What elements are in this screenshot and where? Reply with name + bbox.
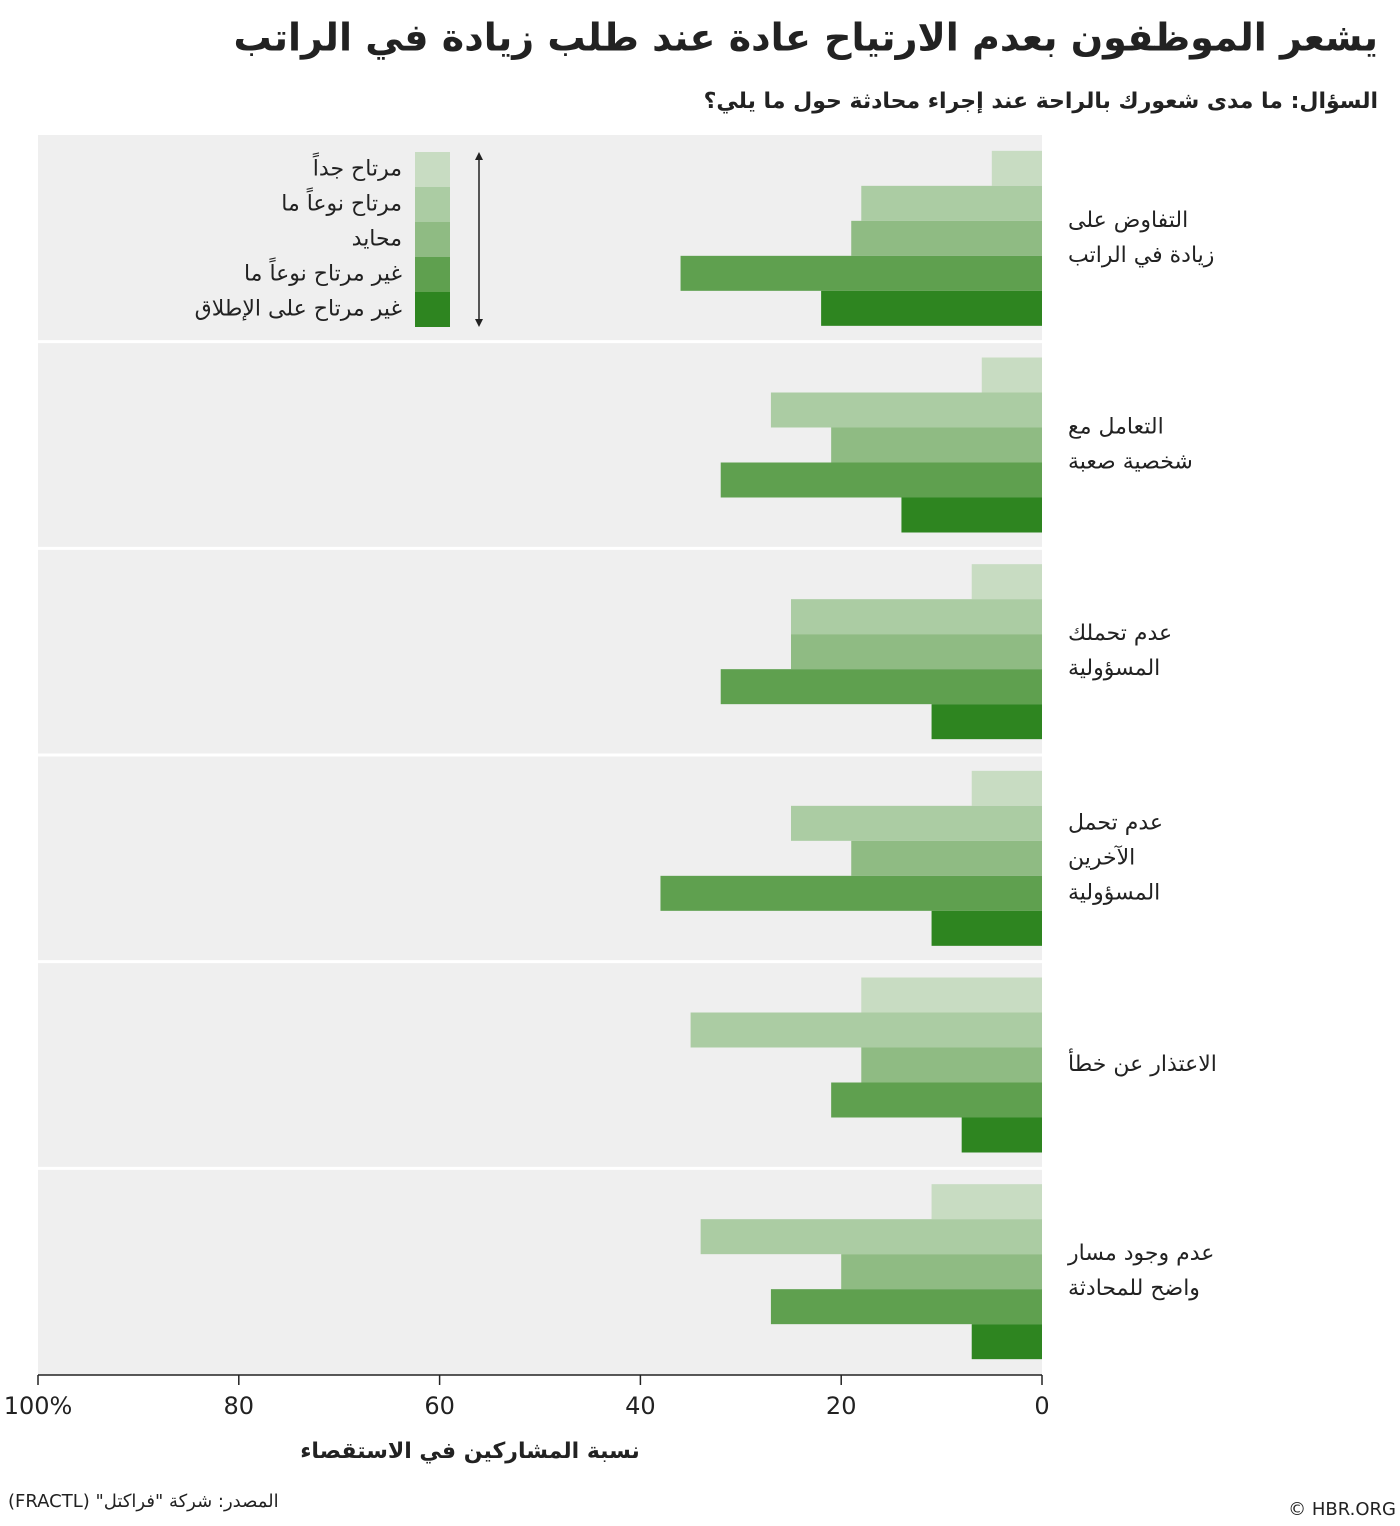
bar xyxy=(841,1254,1042,1290)
bar xyxy=(770,1289,1042,1325)
chart-title: يشعر الموظفون بعدم الارتياح عادة عند طلب… xyxy=(234,16,1378,61)
bar xyxy=(720,669,1042,705)
bar xyxy=(690,1012,1042,1048)
x-tick-label: 60 xyxy=(424,1392,455,1420)
x-axis-label: نسبة المشاركين في الاستقصاء xyxy=(300,1439,640,1464)
bar xyxy=(851,220,1042,256)
bar xyxy=(861,1047,1042,1083)
bar xyxy=(861,977,1042,1013)
legend-label: غير مرتاح نوعاً ما xyxy=(244,257,402,287)
x-tick-label: 0 xyxy=(1034,1392,1049,1420)
bar xyxy=(821,290,1042,326)
category-label: عدم تحمل xyxy=(1068,810,1163,835)
legend-swatch xyxy=(415,152,450,187)
credit: © HBR.ORG xyxy=(1288,1499,1396,1520)
legend-swatch xyxy=(415,222,450,257)
category-label: الاعتذار عن خطأ xyxy=(1068,1048,1217,1077)
legend-label: محايد xyxy=(352,227,402,252)
legend-swatch xyxy=(415,187,450,222)
bar xyxy=(931,910,1042,946)
bar xyxy=(931,1184,1042,1220)
category-label: شخصية صعبة xyxy=(1068,450,1193,475)
category-label: التعامل مع xyxy=(1068,415,1164,440)
bar xyxy=(971,770,1042,806)
legend-label: مرتاح جداً xyxy=(312,152,402,182)
x-tick-label: 100% xyxy=(4,1392,73,1420)
category-label: واضح للمحادثة xyxy=(1068,1276,1200,1301)
category-label: زيادة في الراتب xyxy=(1068,243,1214,268)
source: المصدر: شركة "فراكتل" (FRACTL) xyxy=(8,1491,279,1512)
bar xyxy=(901,497,1042,533)
bar xyxy=(981,357,1042,393)
legend-label: غير مرتاح على الإطلاق xyxy=(195,297,402,322)
category-label: الآخرين xyxy=(1068,844,1135,870)
legend-swatch xyxy=(415,257,450,292)
bar xyxy=(961,1117,1042,1153)
bar xyxy=(931,704,1042,740)
chart-subtitle: السؤال: ما مدى شعورك بالراحة عند إجراء م… xyxy=(704,89,1378,114)
bar xyxy=(660,875,1042,911)
bar xyxy=(991,150,1042,186)
legend-swatch xyxy=(415,292,450,327)
bar xyxy=(971,564,1042,600)
bar xyxy=(851,840,1042,876)
category-label: عدم وجود مسار xyxy=(1067,1241,1214,1266)
category-label: المسؤولية xyxy=(1068,656,1160,681)
bar xyxy=(971,1324,1042,1360)
bar xyxy=(831,1082,1042,1118)
bar xyxy=(791,599,1042,635)
x-tick-label: 20 xyxy=(826,1392,857,1420)
legend-label: مرتاح نوعاً ما xyxy=(281,187,402,217)
x-tick-label: 40 xyxy=(625,1392,656,1420)
x-tick-label: 80 xyxy=(224,1392,255,1420)
category-label: عدم تحملك xyxy=(1068,621,1172,646)
bar xyxy=(861,185,1042,221)
category-label: التفاوض على xyxy=(1068,208,1188,233)
bar xyxy=(720,462,1042,498)
category-label: المسؤولية xyxy=(1068,880,1160,905)
bar xyxy=(700,1219,1042,1255)
bar xyxy=(770,392,1042,428)
bar xyxy=(680,255,1042,291)
bar xyxy=(791,805,1042,841)
bar xyxy=(831,427,1042,463)
bar xyxy=(791,634,1042,670)
